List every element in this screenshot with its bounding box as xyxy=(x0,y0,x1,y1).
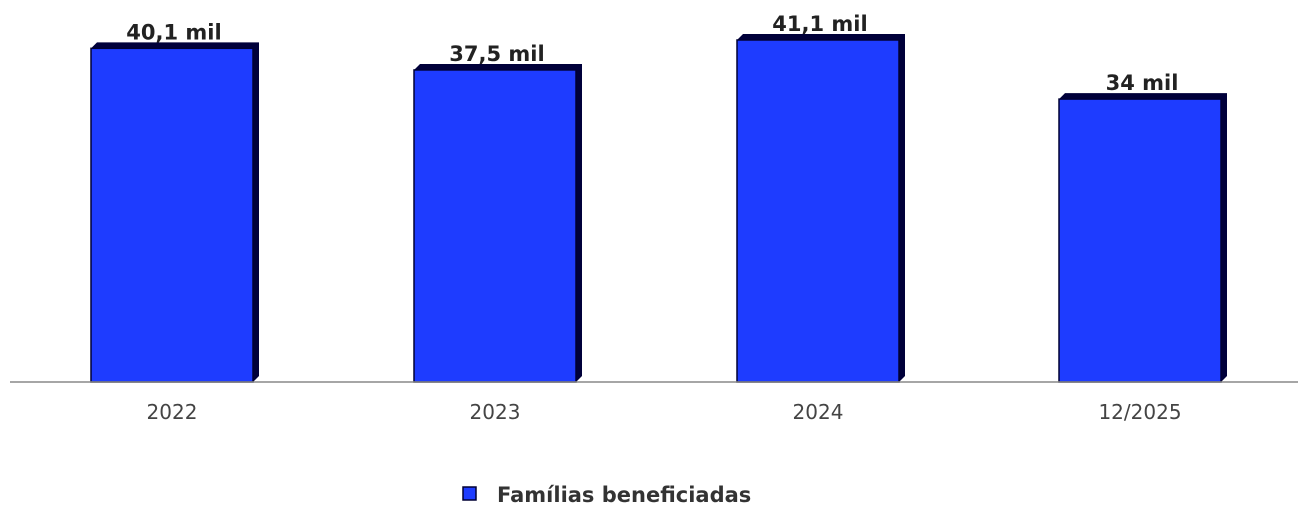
x-tick-label: 2022 xyxy=(147,400,198,424)
data-label: 40,1 mil xyxy=(126,20,221,44)
bar xyxy=(1058,98,1222,383)
x-tick-label: 12/2025 xyxy=(1098,400,1181,424)
bar xyxy=(736,39,900,383)
bars-layer xyxy=(90,34,1227,383)
x-tick-label: 2024 xyxy=(793,400,844,424)
data-label: 37,5 mil xyxy=(449,42,544,66)
legend-label: Famílias beneficiadas xyxy=(497,483,751,507)
data-label: 34 mil xyxy=(1106,71,1179,95)
x-tick-label: 2023 xyxy=(470,400,521,424)
bar xyxy=(413,69,577,383)
legend-swatch xyxy=(462,486,477,501)
data-label: 41,1 mil xyxy=(772,12,867,36)
bar xyxy=(90,47,254,383)
legend: Famílias beneficiadas xyxy=(462,483,751,507)
labels-layer: 40,1 mil 2022 37,5 mil 2023 41,1 mil 2024 34 m… xyxy=(126,12,1181,424)
